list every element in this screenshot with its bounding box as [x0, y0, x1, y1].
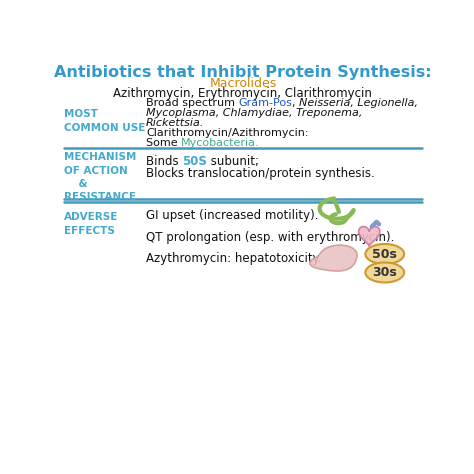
Ellipse shape	[365, 263, 404, 283]
Text: 30s: 30s	[373, 266, 397, 279]
Text: Broad spectrum: Broad spectrum	[146, 99, 238, 109]
Ellipse shape	[365, 244, 404, 264]
Text: Gram-Pos: Gram-Pos	[238, 99, 292, 109]
Text: Binds: Binds	[146, 155, 182, 168]
Text: Mycobacteria.: Mycobacteria.	[181, 138, 260, 148]
Text: MOST
COMMON USE: MOST COMMON USE	[64, 109, 145, 133]
Text: ,: ,	[292, 99, 300, 109]
Text: Macrolides: Macrolides	[210, 77, 276, 90]
Text: 50s: 50s	[372, 247, 397, 261]
Polygon shape	[310, 245, 357, 271]
Text: ADVERSE
EFFECTS: ADVERSE EFFECTS	[64, 212, 118, 237]
Text: MECHANISM
OF ACTION
    &
RESISTANCE: MECHANISM OF ACTION & RESISTANCE	[64, 152, 137, 202]
Text: Neisseria, Legionella,: Neisseria, Legionella,	[300, 99, 419, 109]
Text: Blocks translocation/protein synthesis.: Blocks translocation/protein synthesis.	[146, 167, 375, 180]
Text: Antibiotics that Inhibit Protein Synthesis:: Antibiotics that Inhibit Protein Synthes…	[54, 64, 432, 80]
Text: Rickettsia.: Rickettsia.	[146, 118, 204, 128]
Text: Azithromycin, Erythromycin, Clarithromycin: Azithromycin, Erythromycin, Clarithromyc…	[113, 87, 373, 100]
Text: Mycoplasma, Chlamydiae, Treponema,: Mycoplasma, Chlamydiae, Treponema,	[146, 109, 363, 118]
Text: 50S: 50S	[182, 155, 207, 168]
Text: Azythromycin: hepatotoxicity.: Azythromycin: hepatotoxicity.	[146, 253, 322, 265]
Text: Some: Some	[146, 138, 181, 148]
Text: subunit;: subunit;	[207, 155, 259, 168]
Text: Clarithromycin/Azithromycin:: Clarithromycin/Azithromycin:	[146, 128, 309, 138]
Polygon shape	[359, 227, 380, 246]
Text: QT prolongation (esp. with erythromycin).: QT prolongation (esp. with erythromycin)…	[146, 231, 394, 244]
Text: GI upset (increased motility).: GI upset (increased motility).	[146, 210, 319, 222]
